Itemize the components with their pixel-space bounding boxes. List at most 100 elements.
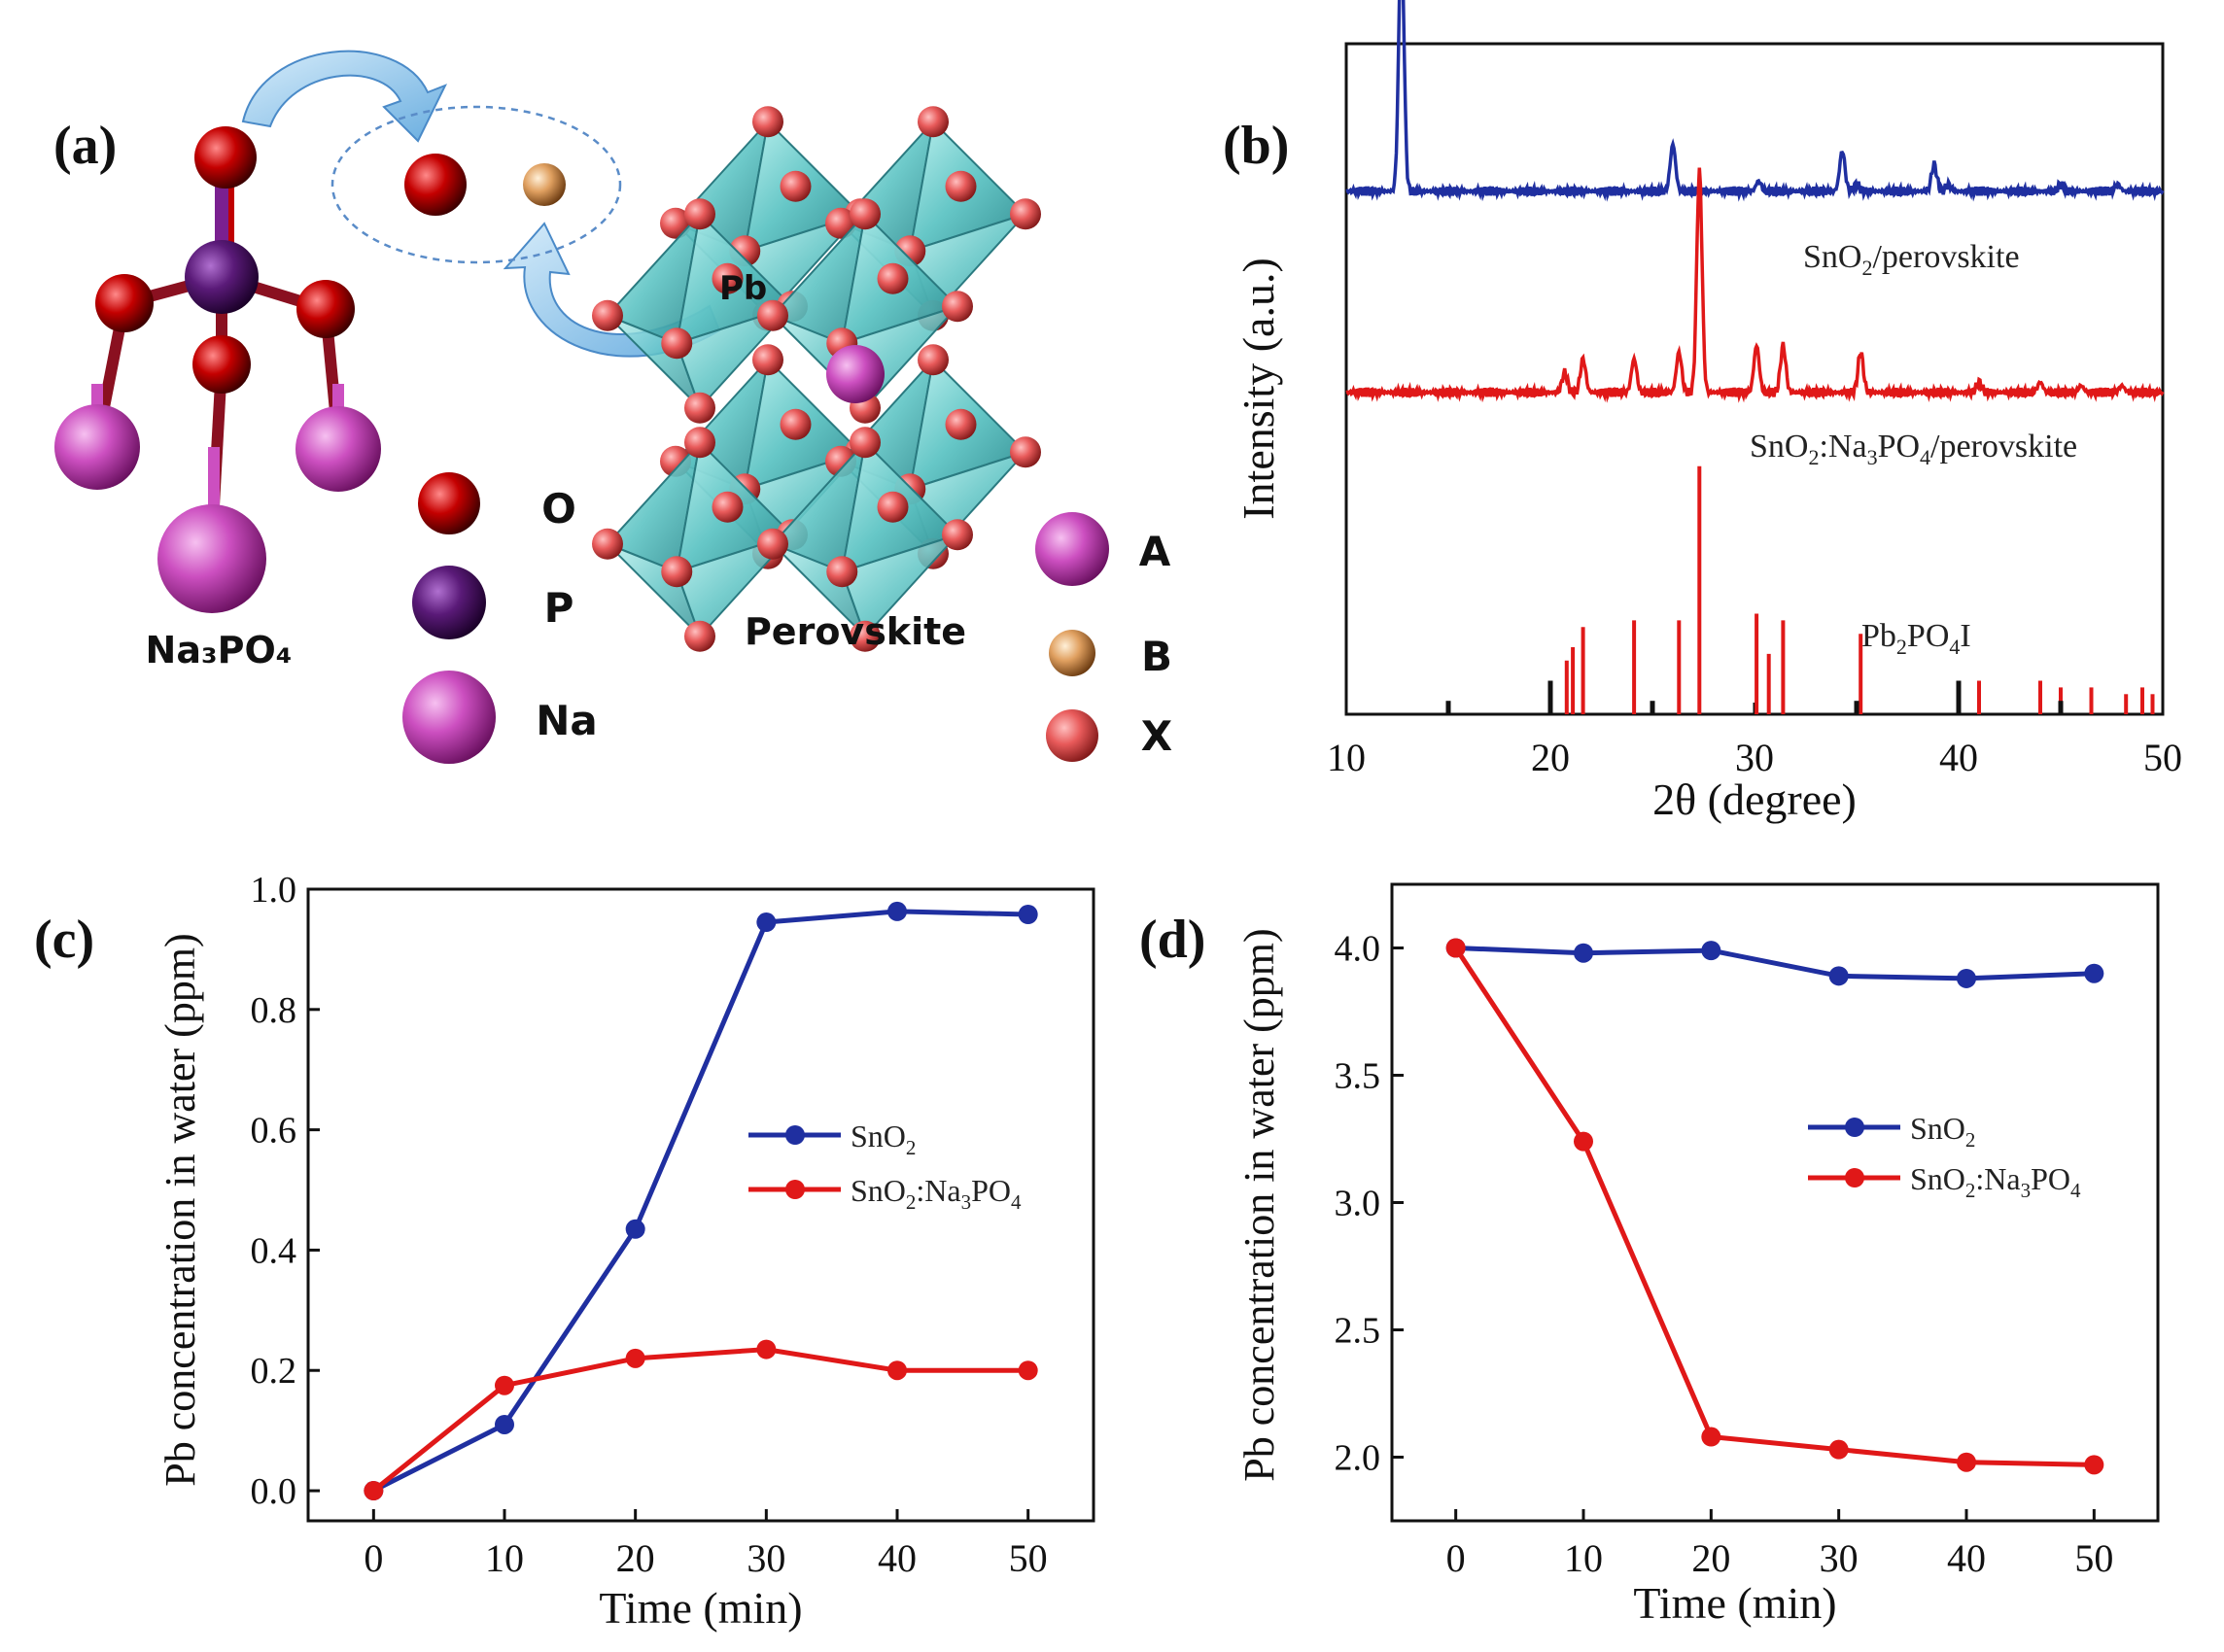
d-point-0-1 [1574, 943, 1593, 963]
series-label-sno2-perovskite: SnO2/perovskite [1803, 239, 2020, 280]
d-ytick-label-1: 2.5 [1335, 1311, 1381, 1352]
d-ytick-label-2: 3.0 [1335, 1184, 1381, 1224]
x-site-atom-7-2 [757, 528, 788, 560]
c-legend-sno2-na3po4-marker [785, 1180, 805, 1199]
x-site-atom-2-5 [712, 262, 744, 294]
x-site-atom-3-2 [757, 299, 788, 331]
panel-b-xrd: (b) Intensity (a.u.) 2θ (degree) 10 20 30 4… [1223, 0, 2182, 824]
x-site-atom-0-5 [780, 170, 812, 202]
c-point-0-4 [887, 901, 907, 921]
d-point-1-4 [1957, 1452, 1976, 1472]
c-ytick-label-1: 0.2 [251, 1351, 297, 1392]
d-y-axis-label: Pb concentration in water (ppm) [1235, 928, 1283, 1481]
a-site-cation-icon [826, 345, 885, 403]
c-point-1-0 [364, 1481, 384, 1501]
d-x-axis-label: Time (min) [1633, 1578, 1836, 1628]
d-point-0-2 [1701, 941, 1721, 961]
d-point-1-0 [1445, 938, 1466, 958]
c-point-1-5 [1018, 1360, 1038, 1381]
x-site-atom-7-1 [850, 620, 881, 652]
x-site-atom-5-5 [945, 408, 977, 440]
c-xtick-label-0: 0 [364, 1536, 383, 1580]
binding-ellipse [330, 105, 622, 264]
legend-a-label: A [1139, 528, 1171, 575]
d-legend-sno2-label: SnO2 [1910, 1111, 1975, 1152]
legend-x-label: X [1141, 712, 1172, 760]
d-legend-sno2-marker [1845, 1118, 1864, 1137]
x-site-atom-6-5 [712, 491, 744, 523]
c-xtick-label-30: 30 [747, 1536, 785, 1580]
d-ytick-label-4: 4.0 [1335, 929, 1381, 970]
xrd-xtick-label-10: 10 [1327, 736, 1366, 779]
d-xtick-label-50: 50 [2074, 1536, 2113, 1580]
x-site-atom-1-5 [945, 170, 977, 202]
x-site-atom-6-1 [684, 620, 715, 652]
d-xtick-label-20: 20 [1691, 1536, 1730, 1580]
x-site-atom-1-0 [918, 106, 949, 138]
legend-p-label: P [544, 584, 574, 632]
c-legend: SnO2 SnO2:Na3PO4 [748, 1119, 1022, 1214]
legend-b-site-icon [1049, 630, 1095, 676]
d-xtick-label-40: 40 [1947, 1536, 1986, 1580]
c-plot-frame [306, 887, 1095, 1523]
d-point-1-1 [1574, 1131, 1593, 1152]
panel-c-chart: (c) Pb concentration in water (ppm) Time… [34, 870, 1095, 1633]
c-ytick-label-0: 0.0 [251, 1471, 297, 1512]
panel-d-chart: (d) Pb concentration in water (ppm) Time… [1139, 882, 2160, 1628]
panel-c-label: (c) [34, 910, 94, 970]
legend-x-site-icon [1046, 709, 1098, 762]
legend-a-site-icon [1035, 512, 1109, 586]
xrd-x-axis-label: 2θ (degree) [1652, 774, 1857, 824]
c-series-line-1 [371, 1347, 1028, 1493]
xrd-line-series-0 [1345, 0, 2165, 202]
x-site-atom-7-3 [942, 519, 973, 551]
x-site-atom-6-0 [684, 427, 715, 459]
legend-left: O P Na [402, 472, 598, 764]
d-point-0-5 [2084, 963, 2104, 983]
d-series-line-1 [1453, 946, 2095, 1467]
legend-o-label: O [541, 485, 576, 533]
xrd-xtick-label-20: 20 [1531, 736, 1570, 779]
d-legend: SnO2 SnO2:Na3PO4 [1808, 1111, 2081, 1202]
c-point-1-1 [495, 1375, 514, 1395]
x-site-atom-3-5 [877, 262, 909, 294]
b-site-atom-icon [523, 163, 566, 206]
xrd-xtick-label-40: 40 [1939, 736, 1978, 779]
legend-phosphorus-icon [412, 566, 486, 639]
panel-a-schematic: (a) Na₃PO₄ [53, 50, 1172, 764]
series-label-sno2-na3po4-perovskite: SnO2:Na3PO4/perovskite [1750, 429, 2077, 469]
x-site-atom-2-2 [592, 299, 623, 331]
c-xtick-label-50: 50 [1009, 1536, 1048, 1580]
xrd-line-series-1 [1345, 167, 2165, 403]
c-point-0-3 [756, 912, 777, 933]
c-point-0-2 [625, 1219, 645, 1239]
c-point-0-1 [495, 1414, 514, 1434]
c-legend-sno2-label: SnO2 [851, 1119, 916, 1159]
legend-right: A B X [1035, 512, 1172, 762]
legend-oxygen-icon [418, 472, 480, 534]
c-point-1-2 [625, 1348, 645, 1368]
x-site-atom-7-5 [877, 491, 909, 523]
x-site-atom-5-0 [918, 344, 949, 376]
x-site-atom-0-0 [752, 106, 783, 138]
c-ytick-label-2: 0.4 [251, 1230, 297, 1271]
x-site-atom-7-0 [850, 427, 881, 459]
pb-label: Pb [719, 269, 767, 308]
d-point-0-3 [1828, 966, 1849, 986]
na3po4-molecule-icon [54, 126, 381, 613]
legend-sodium-icon [402, 671, 496, 764]
x-site-atom-2-4 [661, 327, 693, 360]
xrd-plot-frame [1344, 42, 2165, 716]
oxygen-atom-icon [404, 154, 467, 216]
d-legend-sno2-na3po4-label: SnO2:Na3PO4 [1910, 1161, 2081, 1202]
xrd-xtick-label-30: 30 [1735, 736, 1774, 779]
na3po4-label: Na₃PO₄ [146, 629, 293, 671]
d-legend-sno2-na3po4-marker [1845, 1168, 1864, 1187]
c-xtick-label-20: 20 [616, 1536, 655, 1580]
arrow-oxygen-transfer-icon [241, 50, 448, 143]
c-legend-sno2-marker [785, 1125, 805, 1145]
d-point-1-3 [1828, 1439, 1849, 1460]
d-xtick-label-0: 0 [1446, 1536, 1466, 1580]
xrd-xtick-label-50: 50 [2143, 736, 2182, 779]
x-site-atom-4-5 [780, 408, 812, 440]
